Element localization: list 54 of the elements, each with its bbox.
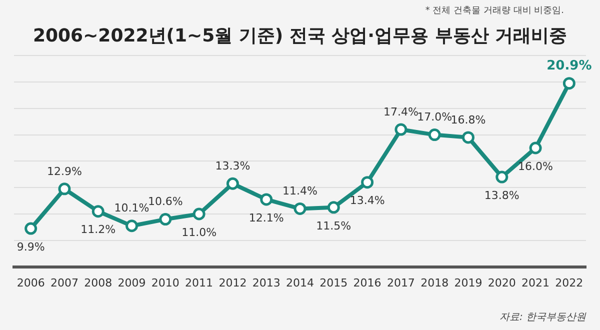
- point: [226, 177, 239, 190]
- x-tick-label: 2022: [555, 276, 584, 290]
- x-tick-label: 2011: [185, 276, 214, 290]
- data-label: 20.9%: [546, 58, 592, 74]
- point: [394, 123, 408, 136]
- data-label: 17.0%: [417, 110, 452, 124]
- data-label: 16.8%: [450, 113, 486, 126]
- x-tick-label: 2009: [118, 276, 146, 290]
- data-label: 11.4%: [282, 184, 318, 198]
- x-tick-label: 2021: [522, 276, 550, 290]
- point: [529, 142, 542, 154]
- point: [361, 176, 374, 189]
- point: [192, 208, 206, 220]
- x-tick-label: 2006: [16, 276, 45, 290]
- data-label: 10.6%: [148, 195, 183, 208]
- data-label: 11.2%: [80, 223, 116, 236]
- chart-title: 2006~2022년(1~5월 기준) 전국 상업·업무용 부동산 거래비중: [32, 25, 568, 46]
- point: [327, 201, 340, 214]
- x-tick-label: 2017: [386, 276, 415, 290]
- point: [428, 128, 441, 142]
- x-tick-label: 2015: [320, 276, 348, 290]
- data-label: 13.4%: [350, 194, 385, 208]
- x-tick-label: 2018: [420, 276, 449, 290]
- point: [58, 182, 71, 196]
- data-label: 10.1%: [114, 202, 150, 215]
- point: [462, 131, 474, 144]
- x-tick-label: 2008: [84, 276, 112, 290]
- data-label: 9.9%: [16, 240, 45, 254]
- data-label: 12.1%: [248, 211, 284, 224]
- x-tick-label: 2014: [286, 276, 314, 290]
- x-tick-label: 2019: [454, 276, 482, 290]
- x-tick-label: 2007: [50, 276, 78, 290]
- point: [92, 205, 104, 218]
- x-tick-label: 2013: [252, 276, 280, 290]
- x-tick-label: 2016: [353, 276, 382, 290]
- point: [159, 213, 172, 226]
- point: [562, 77, 576, 90]
- data-label: 11.0%: [182, 226, 217, 239]
- text: * 전체 건축물 거래량 대비 비중임.: [425, 5, 564, 17]
- data-label: 12.9%: [46, 164, 82, 178]
- text: 자료: 한국부동산원: [499, 311, 586, 324]
- point: [294, 202, 306, 215]
- data-label: 13.3%: [215, 160, 250, 172]
- x-tick-label: 2012: [218, 276, 247, 290]
- x-tick-label: 2020: [488, 276, 516, 290]
- point: [24, 222, 38, 235]
- point: [260, 193, 273, 206]
- data-label: 11.5%: [316, 219, 352, 232]
- data-label: 16.0%: [518, 160, 554, 173]
- data-label: 17.4%: [383, 105, 418, 118]
- x-tick-label: 2010: [151, 276, 180, 290]
- data-label: 13.8%: [484, 188, 520, 202]
- point: [126, 220, 138, 232]
- point: [496, 170, 508, 184]
